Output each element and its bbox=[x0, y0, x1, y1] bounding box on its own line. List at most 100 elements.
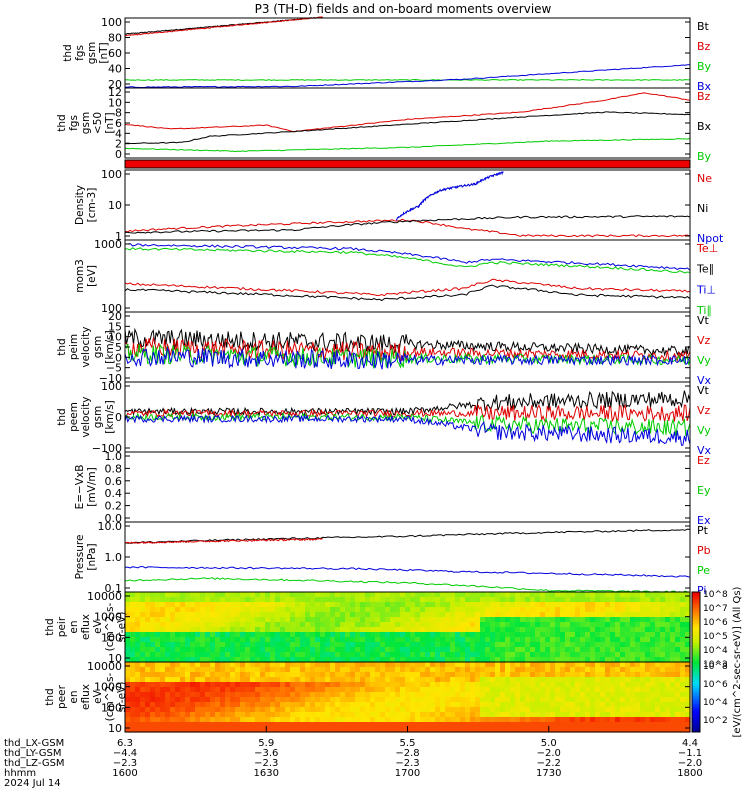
spectrogram-cell bbox=[550, 697, 556, 703]
series-Pi bbox=[124, 566, 691, 578]
spectrogram-cell bbox=[670, 592, 676, 598]
spectrogram-cell bbox=[355, 707, 361, 713]
spectrogram-cell bbox=[150, 602, 156, 608]
spectrogram-cell bbox=[630, 722, 636, 728]
spectrogram-cell bbox=[155, 602, 161, 608]
spectrogram-cell bbox=[200, 642, 206, 648]
spectrogram-cell bbox=[290, 652, 296, 658]
spectrogram-cell bbox=[160, 657, 166, 663]
spectrogram-cell bbox=[460, 682, 466, 688]
spectrogram-cell bbox=[245, 727, 251, 733]
spectrogram-cell bbox=[375, 602, 381, 608]
spectrogram-cell bbox=[310, 677, 316, 683]
spectrogram-cell bbox=[525, 687, 531, 693]
spectrogram-cell bbox=[570, 697, 576, 703]
spectrogram-cell bbox=[590, 727, 596, 733]
spectrogram-cell bbox=[415, 717, 421, 723]
spectrogram-cell bbox=[445, 652, 451, 658]
y-tick-label: 6 bbox=[115, 117, 122, 130]
spectrogram-cell bbox=[565, 637, 571, 643]
spectrogram-cell bbox=[345, 702, 351, 708]
spectrogram-cell bbox=[450, 687, 456, 693]
spectrogram-cell bbox=[265, 617, 271, 623]
spectrogram-cell bbox=[465, 702, 471, 708]
spectrogram-cell bbox=[145, 622, 151, 628]
spectrogram-cell bbox=[360, 717, 366, 723]
spectrogram-cell bbox=[285, 692, 291, 698]
spectrogram-cell bbox=[400, 597, 406, 603]
spectrogram-cell bbox=[435, 642, 441, 648]
spectrogram-cell bbox=[390, 712, 396, 718]
spectrogram-cell bbox=[500, 642, 506, 648]
spectrogram-cell bbox=[605, 677, 611, 683]
spectrogram-cell bbox=[125, 647, 131, 653]
spectrogram-cell bbox=[325, 617, 331, 623]
spectrogram-cell bbox=[385, 687, 391, 693]
spectrogram-cell bbox=[340, 672, 346, 678]
spectrogram-cell bbox=[140, 627, 146, 633]
spectrogram-cell bbox=[205, 662, 211, 668]
spectrogram-cell bbox=[500, 612, 506, 618]
spectrogram-cell bbox=[625, 702, 631, 708]
spectrogram-cell bbox=[365, 602, 371, 608]
spectrogram-cell bbox=[430, 637, 436, 643]
spectrogram-cell bbox=[215, 672, 221, 678]
spectrogram-cell bbox=[130, 702, 136, 708]
spectrogram-cell bbox=[250, 682, 256, 688]
spectrogram-cell bbox=[490, 667, 496, 673]
spectrogram-cell bbox=[675, 697, 681, 703]
spectrogram-cell bbox=[130, 637, 136, 643]
spectrogram-cell bbox=[330, 642, 336, 648]
spectrogram-cell bbox=[370, 637, 376, 643]
spectrogram-cell bbox=[540, 612, 546, 618]
spectrogram-cell bbox=[180, 687, 186, 693]
spectrogram-cell bbox=[540, 662, 546, 668]
spectrogram-cell bbox=[595, 697, 601, 703]
series-Pt bbox=[124, 528, 691, 544]
spectrogram-cell bbox=[630, 662, 636, 668]
spectrogram-cell bbox=[510, 592, 516, 598]
spectrogram-cell bbox=[145, 607, 151, 613]
spectrogram-cell bbox=[345, 697, 351, 703]
spectrogram-cell bbox=[680, 712, 686, 718]
spectrogram-cell bbox=[560, 602, 566, 608]
spectrogram-cell bbox=[540, 682, 546, 688]
spectrogram-cell bbox=[340, 602, 346, 608]
colorbar-segment bbox=[692, 716, 700, 719]
spectrogram-cell bbox=[275, 652, 281, 658]
spectrogram-cell bbox=[340, 612, 346, 618]
spectrogram-cell bbox=[190, 622, 196, 628]
spectrogram-cell bbox=[560, 707, 566, 713]
spectrogram-cell bbox=[235, 612, 241, 618]
spectrogram-cell bbox=[630, 592, 636, 598]
spectrogram-cell bbox=[335, 692, 341, 698]
spectrogram-cell bbox=[290, 672, 296, 678]
spectrogram-cell bbox=[560, 682, 566, 688]
spectrogram-cell bbox=[310, 717, 316, 723]
y-axis-label: gsm bbox=[92, 336, 104, 358]
spectrogram-cell bbox=[200, 702, 206, 708]
spectrogram-cell bbox=[125, 692, 131, 698]
spectrogram-cell bbox=[290, 712, 296, 718]
colorbar-segment bbox=[692, 618, 700, 621]
spectrogram-cell bbox=[290, 707, 296, 713]
spectrogram-cell bbox=[390, 667, 396, 673]
spectrogram-cell bbox=[415, 597, 421, 603]
spectrogram-cell bbox=[240, 682, 246, 688]
spectrogram-cell bbox=[610, 597, 616, 603]
spectrogram-cell bbox=[405, 647, 411, 653]
spectrogram-cell bbox=[220, 632, 226, 638]
spectrogram-cell bbox=[475, 672, 481, 678]
spectrogram-cell bbox=[275, 592, 281, 598]
spectrogram-cell bbox=[495, 682, 501, 688]
spectrogram-cell bbox=[405, 702, 411, 708]
spectrogram-cell bbox=[245, 702, 251, 708]
spectrogram-cell bbox=[605, 697, 611, 703]
spectrogram-cell bbox=[190, 632, 196, 638]
spectrogram-cell bbox=[245, 697, 251, 703]
spectrogram-cell bbox=[590, 657, 596, 663]
spectrogram-cell bbox=[540, 697, 546, 703]
spectrogram-cell bbox=[205, 687, 211, 693]
spectrogram-cell bbox=[585, 712, 591, 718]
